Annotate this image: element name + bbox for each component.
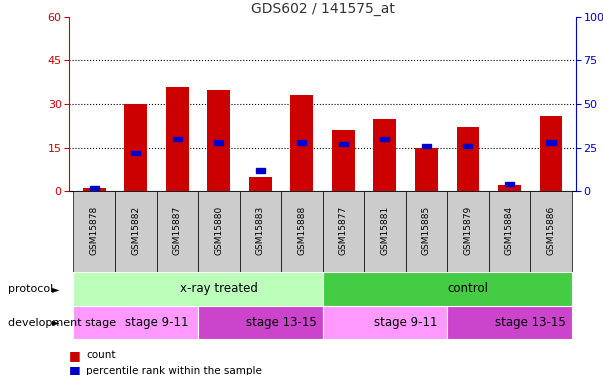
Text: control: control [447,282,488,295]
Text: ■: ■ [69,349,81,362]
Text: GSM15877: GSM15877 [339,206,348,255]
Bar [297,140,306,145]
Bar [540,116,563,191]
Text: GSM15888: GSM15888 [297,206,306,255]
Bar [463,144,473,148]
Bar [447,306,572,339]
Bar [505,182,514,186]
Text: stage 13-15: stage 13-15 [495,316,566,329]
Bar [83,188,106,191]
Bar [90,186,99,190]
Text: ►: ► [52,318,59,327]
Bar [239,191,281,272]
Text: GSM15879: GSM15879 [464,206,472,255]
Bar [373,118,396,191]
Bar [339,142,348,146]
Bar [422,144,431,148]
Text: x-ray treated: x-ray treated [180,282,257,295]
Bar [447,191,488,272]
Text: GSM15887: GSM15887 [173,206,182,255]
Bar [198,191,239,272]
Bar [323,191,364,272]
Bar [172,137,182,141]
Bar [74,272,323,306]
Bar [124,104,147,191]
Bar [131,151,140,155]
Text: GSM15885: GSM15885 [422,206,431,255]
Bar [198,306,323,339]
Bar [456,128,479,191]
Text: GSM15880: GSM15880 [214,206,223,255]
Bar [488,191,530,272]
Bar [498,186,521,191]
Text: GSM15881: GSM15881 [380,206,390,255]
Bar [281,191,323,272]
Text: stage 9-11: stage 9-11 [125,316,188,329]
Bar [115,191,157,272]
Text: ►: ► [52,284,59,294]
Text: GSM15878: GSM15878 [90,206,99,255]
Bar [157,191,198,272]
Bar [207,90,230,191]
Bar [323,272,572,306]
Text: percentile rank within the sample: percentile rank within the sample [86,366,262,375]
Title: GDS602 / 141575_at: GDS602 / 141575_at [251,2,394,16]
Text: GSM15884: GSM15884 [505,206,514,255]
Text: GSM15883: GSM15883 [256,206,265,255]
Bar [380,137,390,141]
Bar [323,306,447,339]
Bar [530,191,572,272]
Text: GSM15886: GSM15886 [546,206,555,255]
Bar [214,140,223,145]
Text: stage 13-15: stage 13-15 [245,316,317,329]
Text: count: count [86,351,116,360]
Text: development stage: development stage [8,318,116,327]
Bar [332,130,355,191]
Text: protocol: protocol [8,284,53,294]
Bar [166,87,189,191]
Bar [546,140,555,145]
Bar [74,306,198,339]
Bar [406,191,447,272]
Text: stage 9-11: stage 9-11 [374,316,437,329]
Bar [364,191,406,272]
Text: ■: ■ [69,364,81,375]
Text: GSM15882: GSM15882 [131,206,140,255]
Bar [291,95,314,191]
Bar [249,177,272,191]
Bar [256,168,265,172]
Bar [415,148,438,191]
Bar [74,191,115,272]
